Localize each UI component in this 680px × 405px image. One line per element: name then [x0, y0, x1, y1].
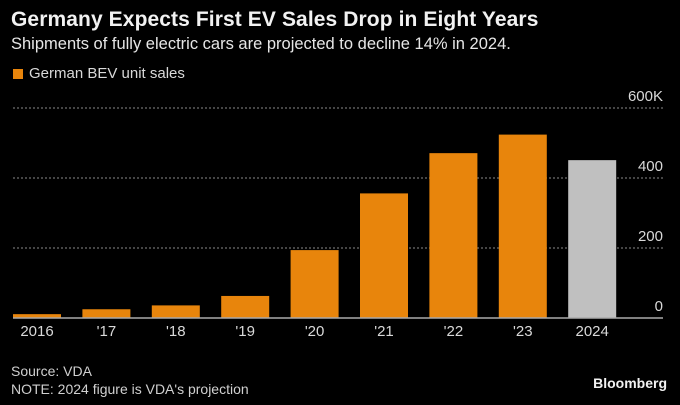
x-tick-label: '22	[444, 323, 464, 340]
bar-23	[498, 134, 547, 318]
gridlines	[13, 107, 663, 249]
bar-2016	[13, 314, 61, 318]
x-tick-label: '19	[235, 323, 255, 340]
bar-2024	[568, 160, 617, 318]
bar-21	[360, 193, 408, 318]
bars	[13, 134, 617, 318]
x-tick-label: '17	[97, 323, 117, 340]
legend-label: German BEV unit sales	[29, 65, 185, 82]
chart-title: Germany Expects First EV Sales Drop in E…	[11, 8, 539, 31]
x-tick-label: '18	[166, 323, 186, 340]
bar-19	[221, 295, 270, 318]
legend-swatch	[13, 68, 23, 79]
x-tick-label: 2024	[576, 323, 609, 340]
x-tick-label: '23	[513, 323, 533, 340]
source-note: Source: VDA	[11, 363, 92, 379]
bloomberg-logo: Bloomberg	[593, 375, 667, 391]
footer: Source: VDA NOTE: 2024 figure is VDA's p…	[11, 362, 249, 398]
bar-18	[151, 305, 200, 318]
x-tick-label: '21	[374, 323, 394, 340]
y-tick-label: 600K	[628, 88, 663, 105]
bar-22	[429, 153, 478, 318]
x-tick-label: 2016	[20, 323, 53, 340]
projection-note: NOTE: 2024 figure is VDA's projection	[11, 381, 249, 397]
x-tick-label: '20	[305, 323, 325, 340]
y-tick-label: 0	[655, 298, 663, 315]
y-tick-labels: 0 200 400 600K	[628, 88, 663, 315]
y-tick-label: 200	[638, 228, 663, 245]
bar-20	[290, 250, 339, 318]
x-tick-labels: 2016 '17 '18 '19 '20 '21 '22 '23 2024	[20, 323, 609, 340]
bar-17	[82, 309, 131, 318]
y-tick-label: 400	[638, 158, 663, 175]
chart-subtitle: Shipments of fully electric cars are pro…	[11, 35, 511, 53]
legend: German BEV unit sales	[13, 65, 185, 82]
